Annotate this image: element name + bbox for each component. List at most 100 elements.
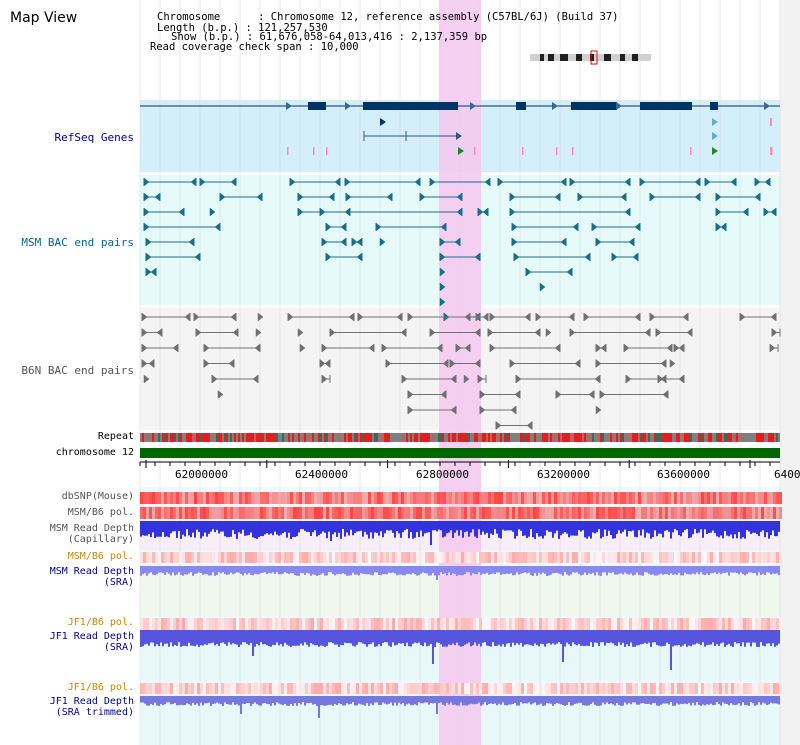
msm-b6-pol-heat-cell (563, 507, 566, 519)
msm-depth-capillary-bar (144, 521, 146, 536)
msm-depth-capillary-bar (724, 521, 726, 531)
msm-b6-pol-2-heat-cell (386, 552, 389, 563)
msm-depth-capillary-bar (288, 521, 290, 533)
msm-depth-capillary-bar (214, 521, 216, 533)
msm-depth-sra-bar (594, 566, 596, 576)
repeat-segment (724, 433, 726, 442)
jf1-b6-pol-heat-cell (167, 618, 170, 630)
msm-depth-sra-bar (526, 566, 528, 574)
msm-b6-pol-2-heat-cell (392, 552, 395, 563)
jf1-depth-bar (716, 630, 718, 645)
b6n-bac-end-arrow (595, 405, 602, 415)
msm-b6-pol-2-heat-cell (257, 552, 260, 563)
jf1-depth-trimmed-bar (488, 696, 490, 704)
jf1-depth-trimmed-bar (710, 696, 712, 704)
jf1-b6-pol-2-heat-cell (152, 683, 155, 694)
jf1-depth-bar (776, 630, 778, 646)
dbsnp-heat-cell (512, 492, 515, 504)
msm-depth-capillary-bar (366, 521, 368, 535)
msm-depth-sra-bar (532, 566, 534, 576)
repeat-segment (264, 433, 266, 442)
jf1-b6-pol-2-heat-cell (704, 683, 707, 694)
jf1-depth-bar (600, 630, 602, 643)
jf1-depth-bar (330, 630, 332, 643)
msm-depth-sra-bar (670, 566, 672, 574)
jf1-b6-pol-heat-cell (398, 618, 401, 630)
msm-depth-capillary-bar (266, 521, 268, 534)
msm-b6-pol-heat-cell (167, 507, 170, 519)
dbsnp-heat-cell (473, 492, 476, 504)
repeat-segment (616, 433, 618, 442)
jf1-depth-bar (530, 630, 532, 646)
jf1-b6-pol-2-heat-cell (182, 683, 185, 694)
dbsnp-heat-cell (467, 492, 470, 504)
jf1-depth-trimmed-bar (286, 696, 288, 706)
jf1-depth-trimmed-bar (164, 696, 166, 705)
jf1-depth-bar (466, 630, 468, 644)
jf1-depth-trimmed-bar (498, 696, 500, 704)
track-label-msm-bac[interactable]: MSM BAC end pairs (21, 236, 134, 249)
jf1-b6-pol-heat-cell (185, 618, 188, 630)
jf1-b6-pol-heat-cell (299, 618, 302, 630)
msm-b6-pol-2-heat-cell (239, 552, 242, 563)
msm-b6-pol-heat-cell (602, 507, 605, 519)
jf1-b6-pol-heat-cell (170, 618, 173, 630)
dbsnp-heat-cell (386, 492, 389, 504)
msm-b6-pol-2-heat-cell (713, 552, 716, 563)
repeat-segment (338, 433, 340, 442)
b6n-bac-end-arrow (184, 312, 191, 322)
jf1-depth-bar (702, 630, 704, 643)
jf1-depth-bar (618, 630, 620, 643)
msm-b6-pol-2-heat-cell (617, 552, 620, 563)
msm-depth-capillary-bar (206, 521, 208, 537)
track-label-b6n-bac[interactable]: B6N BAC end pairs (21, 364, 134, 377)
jf1-depth-trimmed-bar (496, 696, 498, 706)
repeat-segment (170, 433, 172, 442)
msm-depth-capillary-bar (652, 521, 654, 537)
jf1-b6-pol-heat-cell (647, 618, 650, 630)
jf1-depth-bar (522, 630, 524, 647)
jf1-depth-trimmed-bar (556, 696, 558, 704)
jf1-b6-pol-heat-cell (569, 618, 572, 630)
dbsnp-heat-cell (605, 492, 608, 504)
msm-b6-pol-heat-cell (728, 507, 731, 519)
dbsnp-heat-cell (710, 492, 713, 504)
jf1-b6-pol-heat-cell (326, 618, 329, 630)
jf1-depth-trimmed-bar (364, 696, 366, 706)
jf1-depth-trimmed-bar (238, 696, 240, 706)
msm-b6-pol-2-heat-cell (398, 552, 401, 563)
msm-b6-pol-heat-cell (293, 507, 296, 519)
msm-depth-sra-bar (264, 566, 266, 573)
jf1-depth-bar (624, 630, 626, 647)
msm-b6-pol-heat-cell (458, 507, 461, 519)
repeat-segment (538, 433, 540, 442)
gene-arrow (456, 132, 462, 140)
repeat-segment (702, 433, 704, 442)
track-label-refseq[interactable]: RefSeq Genes (54, 131, 134, 144)
jf1-depth-bar (516, 630, 518, 644)
jf1-depth-bar (536, 630, 538, 646)
msm-b6-pol-2-heat-cell (731, 552, 734, 563)
msm-depth-capillary-bar (368, 521, 370, 539)
jf1-depth-bar (550, 630, 552, 645)
jf1-depth-bar (488, 630, 490, 646)
msm-depth-sra-bar (636, 566, 638, 573)
jf1-depth-bar (706, 630, 708, 645)
msm-depth-sra-bar (476, 566, 478, 575)
repeat-segment (746, 433, 748, 442)
jf1-depth-bar (754, 630, 756, 643)
jf1-depth-bar (224, 630, 226, 644)
msm-b6-pol-heat-cell (647, 507, 650, 519)
repeat-segment (392, 433, 394, 442)
msm-depth-sra-bar (460, 566, 462, 576)
msm-depth-sra-bar (740, 566, 742, 573)
msm-depth-capillary-bar (248, 521, 250, 536)
jf1-depth-trimmed-bar (394, 696, 396, 703)
msm-depth-sra-bar (232, 566, 234, 575)
repeat-segment (652, 433, 654, 442)
msm-depth-capillary-bar (776, 521, 778, 537)
repeat-segment (372, 433, 374, 442)
jf1-b6-pol-heat-cell (740, 618, 743, 630)
jf1-b6-pol-2-heat-cell (713, 683, 716, 694)
